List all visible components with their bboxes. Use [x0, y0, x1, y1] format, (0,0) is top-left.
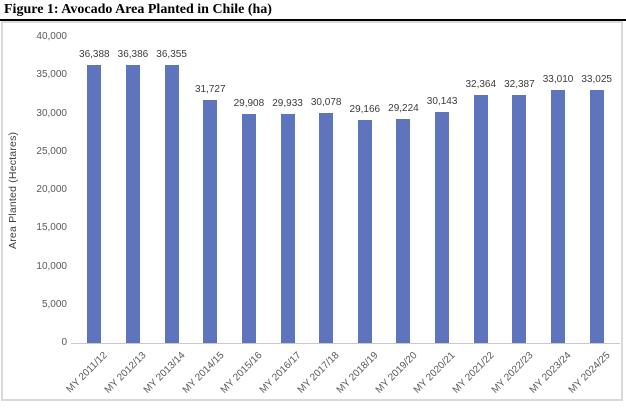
bar: [435, 112, 450, 343]
y-tick-label: 10,000: [36, 260, 67, 272]
y-tick-label: 20,000: [36, 184, 67, 195]
bar: [125, 64, 140, 343]
bar-value-label: 32,387: [504, 79, 535, 91]
bar-value-label: 33,025: [581, 74, 612, 86]
bar-value-label: 29,933: [272, 98, 303, 109]
bar: [164, 64, 179, 343]
bar-value-label: 29,166: [349, 103, 381, 115]
bar-value-label: 29,908: [233, 98, 265, 110]
y-tick-label: 40,000: [36, 31, 67, 42]
y-tick-label: 25,000: [36, 145, 67, 157]
bar-value-label: 33,010: [542, 74, 574, 86]
x-axis-line: [71, 343, 620, 344]
bar: [512, 95, 527, 343]
figure-caption: Figure 1: Avocado Area Planted in Chile …: [0, 0, 626, 21]
bar-value-label: 36,355: [156, 48, 187, 60]
y-tick-label: 5,000: [41, 298, 67, 310]
bar: [396, 119, 411, 343]
bar-value-label: 36,386: [117, 48, 149, 60]
bar-value-label: 31,727: [194, 84, 226, 96]
bar: [589, 90, 604, 343]
figure-title: Figure 1: Avocado Area Planted in Chile …: [4, 2, 272, 17]
bar: [551, 90, 566, 343]
y-tick-label: 30,000: [36, 107, 67, 119]
bar-value-label: 29,224: [388, 103, 419, 115]
plot-area: 0 5,000 10,000 15,000 20,000 25,000 30,000 35,0…: [3, 23, 621, 399]
bar-chart: Area Planted (Hectares) 0 5,000 10,000 15,0…: [1, 21, 623, 401]
bar: [319, 112, 334, 343]
bar: [473, 95, 488, 343]
bar-value-label: 36,388: [79, 48, 110, 60]
bar: [241, 114, 256, 343]
bar: [87, 64, 102, 343]
bar-value-label: 30,078: [310, 96, 342, 108]
bar: [280, 114, 295, 343]
y-tick-label: 35,000: [36, 69, 67, 81]
bar: [357, 119, 372, 343]
bar-value-label: 30,143: [426, 96, 458, 108]
y-tick-label: 15,000: [36, 222, 67, 234]
bar: [203, 100, 218, 343]
bar-value-label: 32,364: [465, 79, 497, 91]
y-tick-label: 0: [61, 337, 67, 348]
